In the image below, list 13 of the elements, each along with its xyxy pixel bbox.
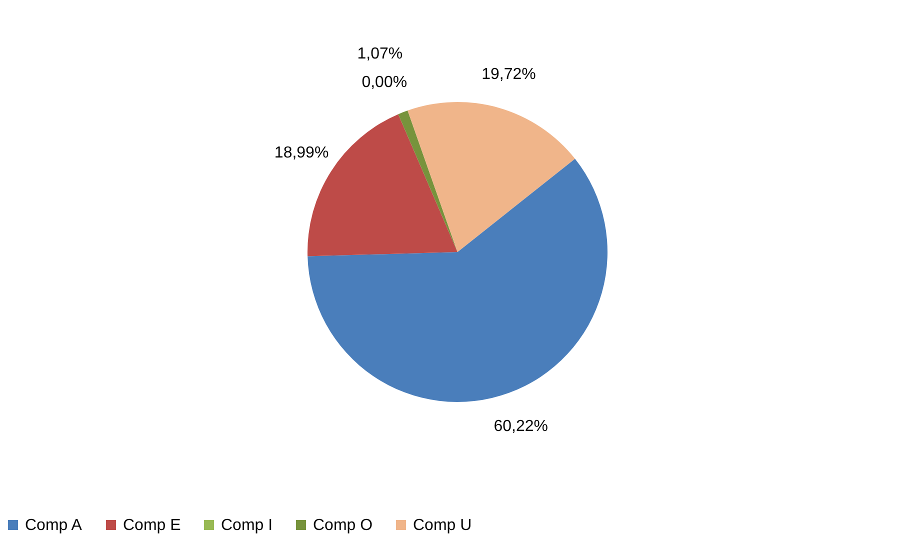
- text: 0,00%: [362, 74, 408, 92]
- legend-label: Comp A: [25, 517, 82, 534]
- data-label: 18,99%: [274, 144, 329, 162]
- pie-slice: [408, 102, 575, 252]
- data-label: 60,22%: [494, 418, 548, 435]
- legend-label: Comp E: [123, 517, 181, 534]
- data-label: 19,72%: [482, 66, 536, 84]
- pie-slice: [398, 110, 458, 252]
- data-label: 1,07%: [357, 46, 403, 63]
- legend-label: Comp O: [313, 517, 373, 534]
- pie-slice: [308, 158, 608, 402]
- legend-label: Comp U: [413, 517, 472, 534]
- legend-label: Comp I: [221, 517, 273, 534]
